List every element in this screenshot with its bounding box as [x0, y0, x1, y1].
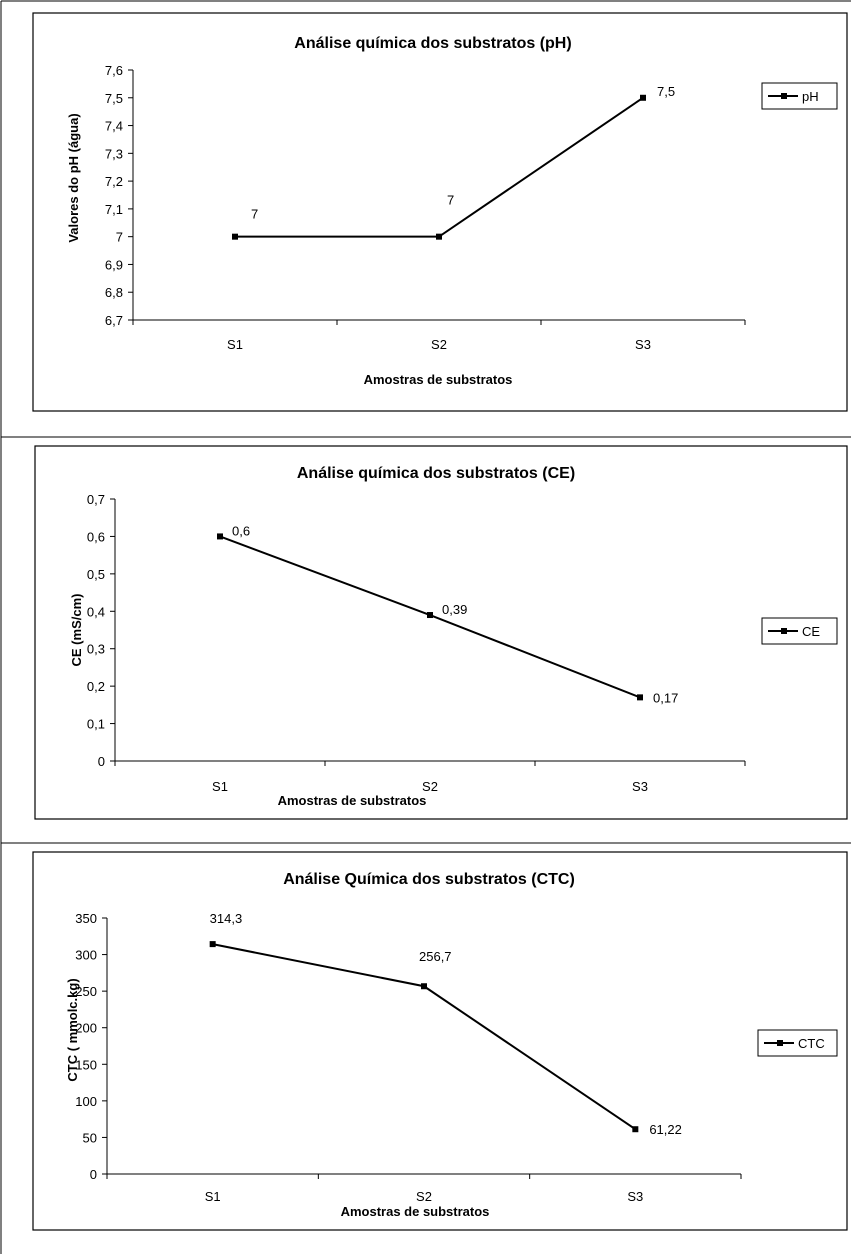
chart-ce-data-point: [427, 612, 433, 619]
chart-ph-series-line: [235, 96, 644, 238]
chart-ph-y-tick-label: 7,6: [105, 63, 123, 78]
chart-ce-legend-swatch-marker: [781, 628, 787, 634]
chart-ctc-legend-label: CTC: [798, 1036, 825, 1051]
chart-ce-title: Análise química dos substratos (CE): [297, 465, 575, 482]
chart-ctc-data-label: 61,22: [649, 1122, 682, 1137]
chart-ctc: Análise Química dos substratos (CTC) CTC…: [32, 851, 848, 1231]
chart-ph: Análise química dos substratos (pH) Valo…: [32, 12, 848, 412]
chart-ph-legend-label: pH: [802, 89, 819, 104]
chart-ctc-data-label: 314,3: [210, 911, 243, 926]
chart-ph-frame: [32, 12, 848, 412]
chart-ph-data-label: 7: [447, 193, 454, 208]
chart-ce-data-label: 0,6: [232, 523, 250, 538]
chart-ctc-x-axis-label: Amostras de substratos: [341, 1204, 490, 1219]
chart-ce-frame: [34, 445, 848, 820]
chart-ph-title: Análise química dos substratos (pH): [294, 35, 571, 52]
chart-ce-x-tick-label: S1: [212, 779, 228, 794]
chart-ce-legend-label: CE: [802, 624, 820, 639]
chart-ce-data-point: [217, 533, 223, 540]
chart-ctc-data-label: 256,7: [419, 949, 452, 964]
chart-ctc-y-tick-label: 0: [90, 1167, 97, 1182]
chart-ph-y-tick-label: 7,5: [105, 91, 123, 106]
chart-ctc-series-line: [212, 943, 636, 1131]
chart-ph-legend-swatch-marker: [781, 93, 787, 99]
chart-ph-data-point: [232, 233, 238, 240]
chart-ph-x-tick-label: S2: [431, 337, 447, 352]
chart-ctc-x-tick-label: S1: [205, 1189, 221, 1204]
chart-ctc-x-tick-label: S2: [416, 1189, 432, 1204]
chart-ph-y-tick-label: 6,8: [105, 285, 123, 300]
chart-ce-y-tick-label: 0,6: [87, 529, 105, 544]
chart-ctc-y-tick-label: 50: [83, 1130, 97, 1145]
chart-ctc-y-tick-label: 200: [75, 1021, 97, 1036]
chart-ph-data-label: 7,5: [657, 84, 675, 99]
chart-ce-y-tick-label: 0,1: [87, 717, 105, 732]
chart-ph-legend: pH: [761, 82, 838, 110]
chart-ce-legend: CE: [761, 617, 838, 645]
chart-ce-x-axis-label: Amostras de substratos: [278, 793, 427, 808]
chart-ce-data-point: [637, 694, 643, 701]
chart-ctc-data-point: [209, 941, 216, 948]
chart-ctc-data-point: [421, 983, 427, 990]
chart-ce-y-tick-label: 0,3: [87, 642, 105, 657]
chart-ce-y-tick-label: 0,2: [87, 679, 105, 694]
chart-ph-data-point: [436, 233, 442, 240]
chart-ce-y-tick-label: 0: [98, 754, 105, 769]
chart-ph-y-axis-label: Valores do pH (água): [66, 113, 81, 242]
chart-ph-x-tick-label: S3: [635, 337, 651, 352]
chart-ctc-legend: CTC: [757, 1029, 838, 1057]
chart-ce: Análise química dos substratos (CE) CE (…: [34, 445, 848, 820]
chart-ce-y-tick-label: 0,7: [87, 492, 105, 507]
chart-ce-y-tick-label: 0,4: [87, 604, 105, 619]
chart-ce-data-label: 0,17: [653, 690, 678, 705]
chart-ctc-frame: [32, 851, 848, 1231]
chart-ctc-data-point: [632, 1126, 639, 1133]
chart-ctc-y-tick-label: 150: [75, 1057, 97, 1072]
chart-ph-y-tick-label: 7,1: [105, 202, 123, 217]
chart-ctc-legend-swatch-marker: [777, 1040, 783, 1046]
chart-ctc-y-tick-label: 250: [75, 984, 97, 999]
chart-ph-y-tick-label: 7,4: [105, 119, 123, 134]
chart-ctc-y-tick-label: 350: [75, 911, 97, 926]
chart-ce-x-tick-label: S3: [632, 779, 648, 794]
chart-ph-x-axis-label: Amostras de substratos: [364, 372, 513, 387]
chart-ce-y-axis-label: CE (mS/cm): [69, 594, 84, 667]
chart-ce-y-tick-label: 0,5: [87, 567, 105, 582]
chart-ph-data-label: 7: [251, 207, 258, 222]
chart-ctc-y-tick-label: 100: [75, 1094, 97, 1109]
chart-ce-data-label: 0,39: [442, 602, 467, 617]
chart-ph-y-tick-label: 6,9: [105, 257, 123, 272]
chart-ctc-x-tick-label: S3: [627, 1189, 643, 1204]
chart-ctc-y-axis-label: CTC ( mmolc.kg): [65, 978, 80, 1081]
chart-ctc-y-tick-label: 300: [75, 948, 97, 963]
chart-ph-x-tick-label: S1: [227, 337, 243, 352]
chart-ctc-title: Análise Química dos substratos (CTC): [283, 871, 575, 888]
chart-ph-y-tick-label: 6,7: [105, 313, 123, 328]
chart-ph-data-point: [640, 94, 646, 101]
chart-ph-y-tick-label: 7: [116, 230, 123, 245]
chart-ce-x-tick-label: S2: [422, 779, 438, 794]
chart-ph-y-tick-label: 7,2: [105, 174, 123, 189]
chart-ph-y-tick-label: 7,3: [105, 146, 123, 161]
